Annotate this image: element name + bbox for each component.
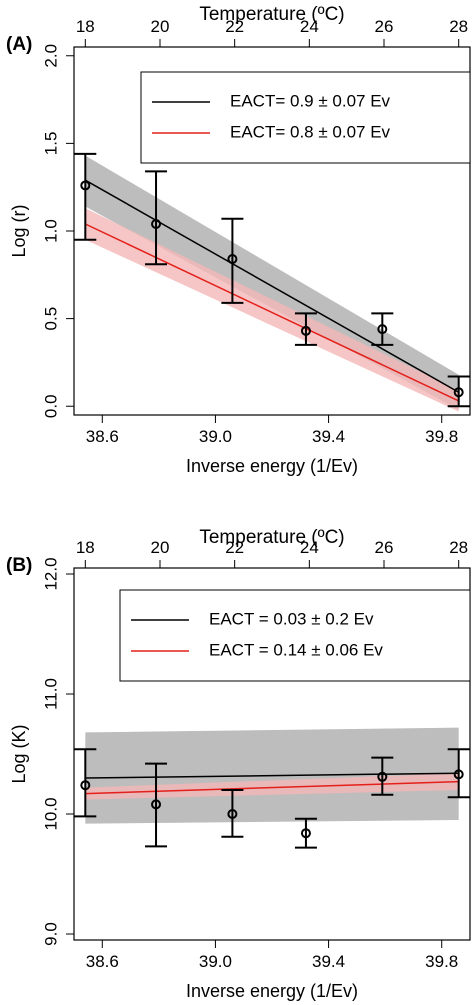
x-tick-label: 39.4 [312,427,345,446]
x-tick-label: 39.8 [425,952,458,971]
fit-line [84,179,460,393]
x-axis-title: Inverse energy (1/Ev) [186,981,358,1001]
data-point [300,325,311,336]
data-point [453,769,464,780]
legend-entry: EACT= 0.8 ± 0.07 Ev [230,122,391,141]
y-axis-title: Log (r) [9,204,29,257]
panel-label: (B) [6,555,32,576]
fit-line [85,772,459,779]
legend-entry: EACT= 0.9 ± 0.07 Ev [230,91,391,110]
y-tick-label: 0.5 [41,307,60,331]
data-point [80,780,91,791]
legend-box [140,71,471,164]
y-tick-label: 12.0 [41,557,60,590]
fit-line [84,223,460,402]
top-tick-label: 28 [449,17,468,36]
x-tick-label: 39.8 [425,427,458,446]
top-axis-title: Temperature (ºC) [199,4,344,25]
top-tick-label: 24 [300,538,319,557]
y-axis-title: Log (K) [9,724,29,783]
top-tick-label: 28 [449,538,468,557]
fit-line [85,780,459,795]
top-tick-label: 26 [375,538,394,557]
top-tick-label: 20 [151,538,170,557]
y-tick-label: 10.0 [41,797,60,830]
top-tick-label: 22 [225,17,244,36]
y-tick-label: 9.0 [41,922,60,946]
top-tick-label: 18 [76,17,95,36]
x-tick-label: 39.0 [199,427,232,446]
legend-entry: EACT = 0.14 ± 0.06 Ev [209,640,383,659]
top-tick-label: 24 [300,17,319,36]
confidence-band [85,208,459,412]
panel-a: 38.6 39.0 39.4 39.8 0.0 0.5 1.0 1.5 2.0 18 20 22 24 2… [6,4,471,476]
data-point [377,771,388,782]
plot-frame [73,567,471,941]
data-point [151,218,162,229]
y-tick-label: 11.0 [41,678,60,710]
y-tick-label: 1.0 [41,219,60,243]
confidence-band [85,773,459,800]
top-tick-label: 18 [76,538,95,557]
panel-b: 38.6 39.0 39.4 39.8 9.0 10.0 11.0 12.0 18 20 22 24 2… [6,527,471,1001]
legend-box [119,589,471,682]
x-tick-label: 39.0 [199,952,232,971]
data-point [377,324,388,335]
top-tick-label: 20 [151,17,170,36]
y-tick-label: 2.0 [41,44,60,68]
data-point [453,387,464,398]
x-tick-label: 38.6 [86,427,119,446]
top-tick-label: 22 [225,538,244,557]
y-tick-label: 1.5 [41,132,60,156]
data-point [227,254,238,265]
x-axis-title: Inverse energy (1/Ev) [186,456,358,476]
data-point [300,828,311,839]
data-point [80,180,91,191]
data-point [151,799,162,810]
x-tick-label: 38.6 [86,952,119,971]
data-point [227,809,238,819]
y-tick-label: 0.0 [41,394,60,418]
panel-label: (A) [6,34,32,55]
top-axis-title: Temperature (ºC) [199,527,344,548]
legend-entry: EACT = 0.03 ± 0.2 Ev [209,609,374,628]
x-tick-label: 39.4 [312,952,345,971]
top-tick-label: 26 [375,17,394,36]
